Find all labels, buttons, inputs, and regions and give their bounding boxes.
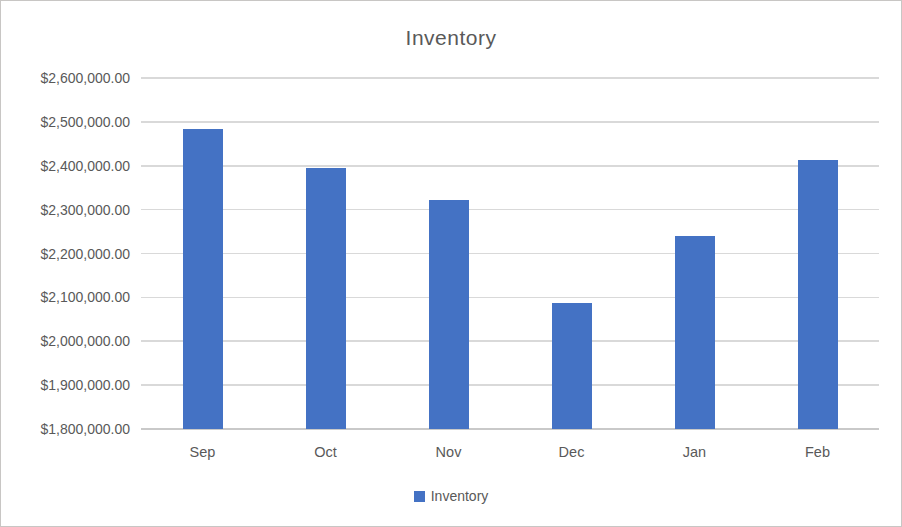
y-axis-tick-label: $2,600,000.00 (1, 70, 130, 86)
legend-series-label: Inventory (431, 488, 489, 504)
gridline (141, 77, 879, 79)
x-axis-tick-label: Feb (805, 444, 830, 460)
bar-jan (675, 236, 715, 429)
bar-dec (552, 303, 592, 429)
inventory-bar-chart: Inventory $1,800,000.00 $1,900,000.00 $2,0… (0, 0, 902, 527)
gridline (141, 297, 879, 299)
bar-nov (429, 200, 469, 429)
gridline (141, 121, 879, 123)
chart-legend: Inventory (1, 488, 901, 504)
x-axis-tick-label: Nov (436, 444, 462, 460)
gridline (141, 340, 879, 342)
y-axis-tick-label: $2,200,000.00 (1, 246, 130, 262)
gridline (141, 165, 879, 167)
y-axis-tick-label: $2,400,000.00 (1, 158, 130, 174)
y-axis-tick-label: $1,900,000.00 (1, 377, 130, 393)
legend-color-swatch (414, 491, 425, 502)
x-axis-tick-label: Oct (314, 444, 337, 460)
chart-title: Inventory (1, 26, 901, 50)
x-axis-tick-label: Dec (559, 444, 585, 460)
x-axis-tick-label: Jan (683, 444, 706, 460)
bar-sep (183, 129, 223, 429)
y-axis-tick-label: $2,500,000.00 (1, 114, 130, 130)
x-axis-line (141, 428, 879, 430)
y-axis-tick-label: $2,000,000.00 (1, 333, 130, 349)
y-axis-tick-label: $1,800,000.00 (1, 421, 130, 437)
bar-feb (798, 160, 838, 429)
gridline (141, 253, 879, 255)
gridline (141, 209, 879, 211)
y-axis-tick-label: $2,100,000.00 (1, 289, 130, 305)
x-axis-tick-label: Sep (190, 444, 216, 460)
bar-oct (306, 168, 346, 429)
y-axis-tick-label: $2,300,000.00 (1, 202, 130, 218)
gridline (141, 384, 879, 386)
